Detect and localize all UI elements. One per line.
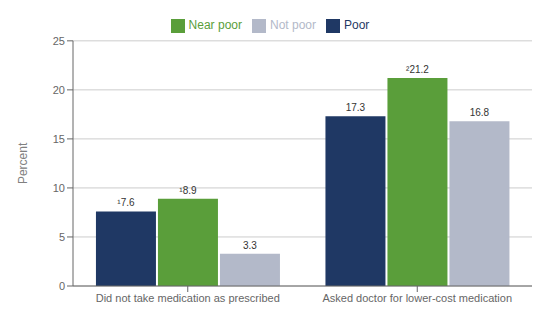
svg-text:²21.2: ²21.2 xyxy=(406,64,429,75)
svg-text:Did not take medication as pre: Did not take medication as prescribed xyxy=(96,292,280,304)
html-text:Not poor: Not poor xyxy=(270,18,316,32)
svg-text:3.3: 3.3 xyxy=(243,240,257,251)
svg-text:20: 20 xyxy=(53,84,65,96)
html-text:Poor: Poor xyxy=(344,18,370,32)
svg-text:15: 15 xyxy=(53,133,65,145)
svg-text:0: 0 xyxy=(59,280,65,292)
svg-text:25: 25 xyxy=(53,35,65,47)
svg-text:Percent: Percent xyxy=(16,142,30,184)
svg-text:¹8.9: ¹8.9 xyxy=(179,185,197,196)
svg-text:Asked doctor for lower-cost me: Asked doctor for lower-cost medication xyxy=(322,292,512,304)
svg-text:17.3: 17.3 xyxy=(346,102,366,113)
svg-text:¹7.6: ¹7.6 xyxy=(117,197,135,208)
svg-text:16.8: 16.8 xyxy=(470,107,490,118)
svg-text:5: 5 xyxy=(59,231,65,243)
svg-text:10: 10 xyxy=(53,182,65,194)
html-text:Near poor: Near poor xyxy=(188,18,242,32)
